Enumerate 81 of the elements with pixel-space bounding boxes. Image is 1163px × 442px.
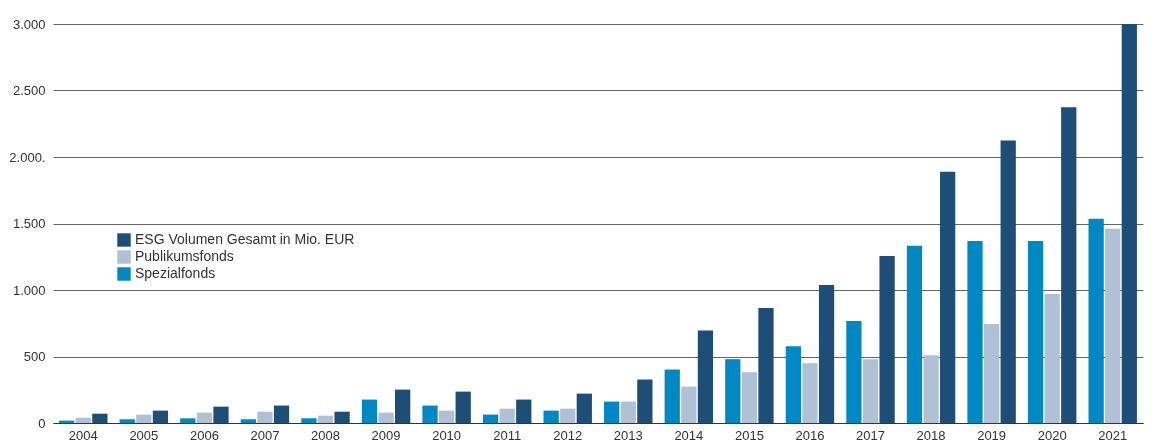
bar [378, 412, 394, 423]
bar [758, 308, 774, 423]
bar [967, 240, 983, 423]
bar [923, 355, 939, 423]
x-tick-label: 2021 [1098, 427, 1128, 442]
bar [213, 406, 229, 423]
bar [240, 419, 256, 423]
x-tick-label: 2014 [674, 427, 704, 442]
bar [361, 399, 378, 423]
bar [983, 324, 1000, 423]
bar [681, 386, 697, 423]
bar [438, 410, 455, 423]
bar [725, 359, 741, 423]
y-tick-label: 1.500 [12, 216, 46, 231]
x-tick-label: 2011 [493, 427, 522, 442]
bar [1105, 228, 1121, 423]
bar [560, 408, 576, 423]
bar [499, 408, 515, 423]
x-tick-label: 2020 [1037, 427, 1067, 442]
bar [543, 410, 559, 423]
y-tick-label: 2.500 [12, 83, 46, 98]
x-tick-label: 2019 [977, 427, 1007, 442]
bar [846, 321, 862, 423]
bar [257, 411, 273, 423]
bar [422, 405, 438, 423]
x-tick-label: 2004 [68, 427, 98, 442]
bar [940, 171, 956, 423]
bar [1044, 293, 1060, 423]
bar [273, 405, 290, 423]
bar [802, 363, 818, 423]
bar [1088, 218, 1104, 423]
bar [1121, 24, 1137, 423]
bar [818, 284, 835, 423]
bar [196, 412, 213, 423]
bar [1027, 240, 1044, 423]
x-tick-label: 2007 [250, 427, 280, 442]
bar [862, 359, 879, 423]
x-tick-label: 2009 [371, 427, 401, 442]
bar [879, 255, 895, 423]
bar [1061, 107, 1077, 423]
bar [482, 414, 499, 423]
bar [620, 401, 636, 423]
bar [604, 401, 620, 423]
bar [637, 379, 653, 423]
legend-label: Publikumsfonds [135, 248, 234, 264]
bar [395, 389, 411, 423]
bar [741, 372, 758, 423]
bar [664, 369, 680, 423]
legend-label: Spezialfonds [135, 265, 216, 281]
y-tick-label: 3.000 [12, 16, 46, 32]
x-tick-label: 2010 [432, 427, 462, 442]
y-tick-label: 0 [38, 415, 46, 431]
y-tick-label: 2.000. [9, 149, 46, 165]
bar [317, 415, 334, 423]
x-tick-label: 2016 [795, 427, 825, 442]
bar [119, 419, 135, 423]
bar [1000, 140, 1016, 423]
y-tick-label: 1.000 [12, 282, 46, 298]
bar [516, 399, 532, 423]
bar [180, 418, 196, 423]
y-tick-label: 500 [23, 349, 46, 364]
bar [455, 391, 471, 423]
x-tick-label: 2006 [189, 427, 219, 442]
bar [301, 418, 317, 423]
x-tick-label: 2008 [311, 427, 340, 442]
legend-label: ESG Volumen Gesamt in Mio. EUR [135, 231, 355, 247]
bar [906, 245, 923, 423]
x-tick-label: 2017 [856, 427, 885, 442]
bar [136, 414, 152, 423]
bar [576, 393, 592, 423]
bar [334, 411, 350, 423]
x-tick-label: 2012 [553, 427, 583, 442]
bar [75, 417, 91, 423]
bar [785, 346, 801, 423]
bar [697, 330, 714, 423]
x-tick-label: 2013 [613, 427, 643, 442]
x-tick-label: 2005 [129, 427, 159, 442]
bar [92, 413, 108, 423]
x-tick-label: 2018 [916, 427, 946, 442]
x-tick-label: 2015 [734, 427, 764, 442]
bar [152, 410, 169, 423]
